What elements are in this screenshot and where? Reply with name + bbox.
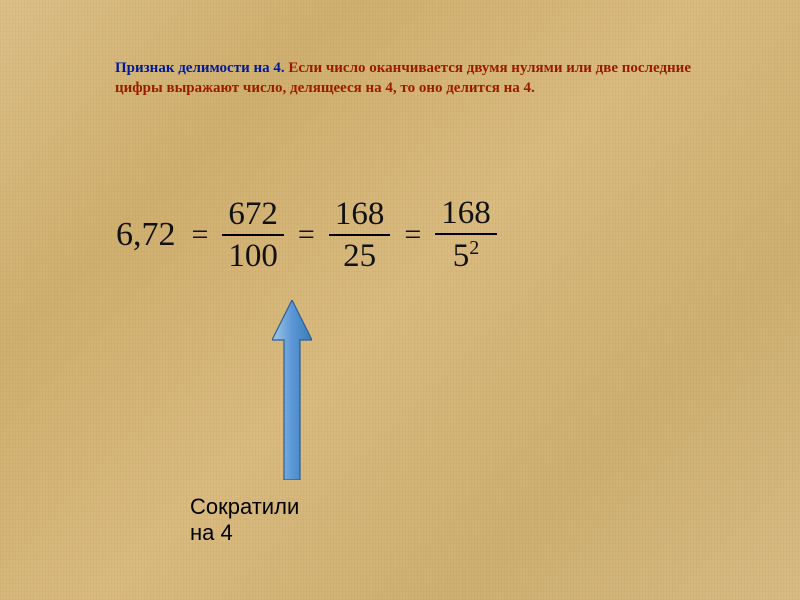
title-block: Признак делимости на 4. Если число оканч…	[115, 58, 730, 99]
equation: 6,72 = 672 100 = 168 25 = 168 52	[110, 195, 501, 275]
fraction-3-num: 168	[435, 195, 497, 231]
fraction-2-den: 25	[337, 238, 382, 274]
fraction-3-den-exp: 2	[469, 237, 479, 259]
caption-line-1: Сократили	[190, 494, 299, 520]
equals-sign-1: =	[182, 218, 219, 252]
arrow-up-icon	[272, 300, 312, 480]
caption-line-2: на 4	[190, 520, 299, 546]
fraction-2-bar	[329, 234, 391, 236]
title-lead: Признак делимости на 4.	[115, 60, 285, 76]
fraction-3-den-base: 5	[453, 238, 470, 274]
caption: Сократили на 4	[190, 494, 299, 547]
fraction-1-den: 100	[222, 238, 284, 274]
equation-lhs: 6,72	[110, 216, 182, 254]
slide: Признак делимости на 4. Если число оканч…	[0, 0, 800, 600]
fraction-2-num: 168	[329, 196, 391, 232]
equals-sign-3: =	[394, 218, 431, 252]
fraction-3-bar	[435, 233, 497, 235]
fraction-1-bar	[222, 234, 284, 236]
fraction-1-num: 672	[222, 196, 284, 232]
fraction-3-den: 52	[447, 237, 486, 274]
fraction-1: 672 100	[218, 196, 288, 275]
fraction-2: 168 25	[325, 196, 395, 275]
arrow-up	[272, 300, 312, 480]
fraction-3: 168 52	[431, 195, 501, 275]
equals-sign-2: =	[288, 218, 325, 252]
